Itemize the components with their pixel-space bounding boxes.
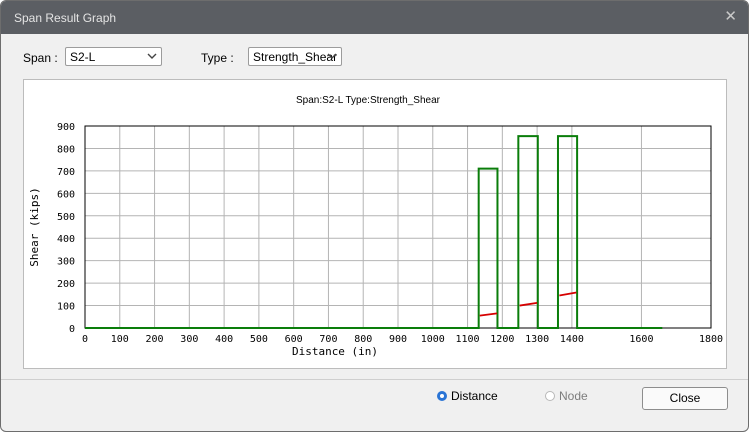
radio-distance-label: Distance bbox=[451, 389, 498, 403]
type-label: Type : bbox=[201, 51, 234, 65]
close-button[interactable]: Close bbox=[642, 387, 728, 410]
y-tick-label: 200 bbox=[57, 279, 75, 290]
y-tick-label: 900 bbox=[57, 122, 75, 133]
x-tick-label: 400 bbox=[215, 334, 233, 345]
x-tick-label: 600 bbox=[285, 334, 303, 345]
radio-node[interactable]: Node bbox=[545, 389, 588, 403]
x-tick-label: 700 bbox=[319, 334, 337, 345]
series-line-1 bbox=[479, 312, 498, 317]
radio-node-label: Node bbox=[559, 389, 588, 403]
y-tick-label: 300 bbox=[57, 257, 75, 268]
x-tick-label: 100 bbox=[111, 334, 129, 345]
x-tick-label: 800 bbox=[354, 334, 372, 345]
x-tick-label: 1200 bbox=[490, 334, 514, 345]
y-tick-label: 500 bbox=[57, 212, 75, 223]
radio-distance[interactable]: Distance bbox=[437, 389, 498, 403]
span-label: Span : bbox=[23, 51, 58, 65]
x-tick-label: 1100 bbox=[456, 334, 480, 345]
chart-title: Span:S2-L Type:Strength_Shear bbox=[296, 95, 441, 106]
radio-selected-icon bbox=[437, 391, 447, 401]
x-axis-label: Distance (in) bbox=[292, 345, 378, 358]
series-line-0 bbox=[85, 135, 663, 329]
x-tick-label: 1800 bbox=[699, 334, 723, 345]
y-axis-label: Shear (kips) bbox=[28, 187, 41, 266]
x-tick-label: 200 bbox=[146, 334, 164, 345]
y-tick-label: 100 bbox=[57, 302, 75, 313]
shear-chart: Span:S2-L Type:Strength_Shear 0 100 200 300 4… bbox=[28, 95, 723, 358]
span-select-value: S2-L bbox=[70, 50, 96, 64]
x-tick-label: 0 bbox=[82, 334, 88, 345]
x-tick-label: 1600 bbox=[629, 334, 653, 345]
x-tick-label: 1300 bbox=[525, 334, 549, 345]
x-tick-label: 1000 bbox=[421, 334, 445, 345]
divider bbox=[1, 379, 748, 380]
series-line-2 bbox=[519, 301, 538, 307]
y-tick-label: 0 bbox=[69, 324, 75, 335]
x-tick-label: 500 bbox=[250, 334, 268, 345]
y-tick-label: 400 bbox=[57, 234, 75, 245]
y-tick-label: 800 bbox=[57, 144, 75, 155]
x-tick-label: 900 bbox=[389, 334, 407, 345]
title-bar: Span Result Graph ✕ bbox=[1, 1, 748, 34]
chevron-down-icon bbox=[147, 53, 157, 59]
x-tick-label: 1400 bbox=[560, 334, 584, 345]
window-title: Span Result Graph bbox=[14, 11, 117, 25]
y-tick-label: 700 bbox=[57, 167, 75, 178]
x-tick-label: 300 bbox=[180, 334, 198, 345]
type-select-value: Strength_Shear bbox=[253, 50, 338, 64]
radio-unselected-icon bbox=[545, 391, 555, 401]
span-select[interactable]: S2-L bbox=[65, 47, 162, 66]
chevron-down-icon bbox=[327, 53, 337, 59]
close-icon[interactable]: ✕ bbox=[724, 8, 737, 25]
y-tick-label: 600 bbox=[57, 189, 75, 200]
type-select[interactable]: Strength_Shear bbox=[248, 47, 342, 66]
series-line-3 bbox=[559, 291, 577, 297]
chart-panel: Span:S2-L Type:Strength_Shear 0 100 200 300 4… bbox=[23, 79, 727, 369]
